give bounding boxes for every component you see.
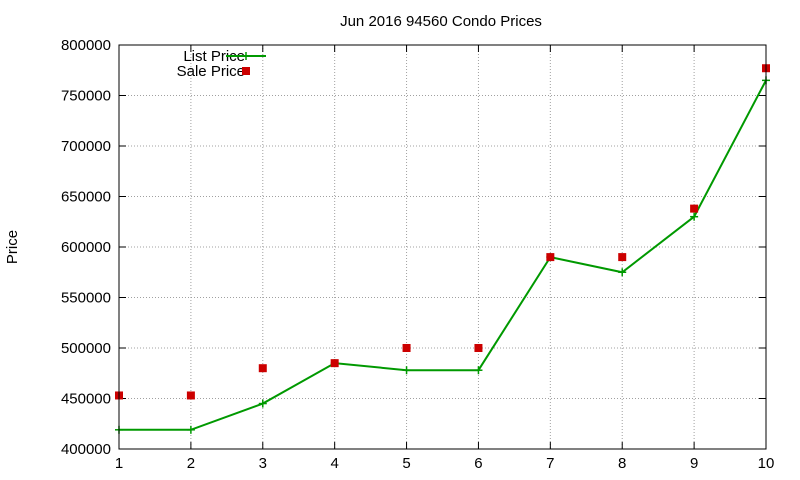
y-tick-label: 600000 (61, 239, 111, 256)
plot-frame (118, 44, 767, 450)
y-axis-label: Price (4, 230, 21, 264)
sale-price-point (186, 391, 195, 400)
legend-swatch-list-price (226, 52, 266, 60)
legend-label-sale-price: Sale Price (177, 63, 245, 80)
sale-price-point (618, 253, 627, 262)
tick-labels: 400000 450000 500000 550000 600000 650000 7000… (61, 37, 774, 472)
y-tick-label: 650000 (61, 189, 111, 206)
y-tick-label: 750000 (61, 88, 111, 105)
x-tick-label: 6 (474, 455, 482, 472)
x-tick-label: 4 (330, 455, 338, 472)
series-line-list-price (119, 79, 767, 431)
y-tick-label: 800000 (61, 37, 111, 54)
sale-price-point (474, 344, 483, 352)
x-tick-label: 9 (690, 455, 698, 472)
legend: List Price Sale Price (177, 48, 266, 80)
x-tick-label: 8 (618, 455, 626, 472)
list-price-point (618, 268, 627, 277)
sale-price-point (258, 364, 267, 373)
sale-price-point (330, 359, 339, 368)
chart-title: Jun 2016 94560 Condo Prices (340, 13, 542, 30)
sale-price-point (690, 204, 699, 213)
x-tick-label: 1 (115, 455, 123, 472)
list-price-point (474, 366, 483, 375)
y-tick-label: 550000 (61, 290, 111, 307)
grid-lines (119, 45, 766, 449)
y-tick-label: 450000 (61, 391, 111, 408)
list-price-point (690, 212, 699, 221)
y-tick-label: 500000 (61, 340, 111, 357)
legend-swatch-sale-price (242, 67, 250, 75)
x-tick-label: 7 (546, 455, 554, 472)
sale-price-point (402, 344, 411, 352)
x-tick-label: 2 (187, 455, 195, 472)
x-tick-label: 3 (259, 455, 267, 472)
list-price-point (186, 425, 195, 434)
list-price-point (258, 399, 267, 408)
list-price-point (402, 366, 411, 375)
series-marks (115, 64, 770, 434)
y-tick-label: 700000 (61, 138, 111, 155)
y-tick-label: 400000 (61, 441, 111, 458)
legend-marker-list-price (242, 52, 250, 60)
legend-label-list-price: List Price (183, 48, 245, 65)
legend-marker-sale-price (242, 67, 250, 75)
x-tick-label: 5 (402, 455, 410, 472)
sale-price-point (546, 253, 555, 262)
x-tick-label: 10 (758, 455, 775, 472)
